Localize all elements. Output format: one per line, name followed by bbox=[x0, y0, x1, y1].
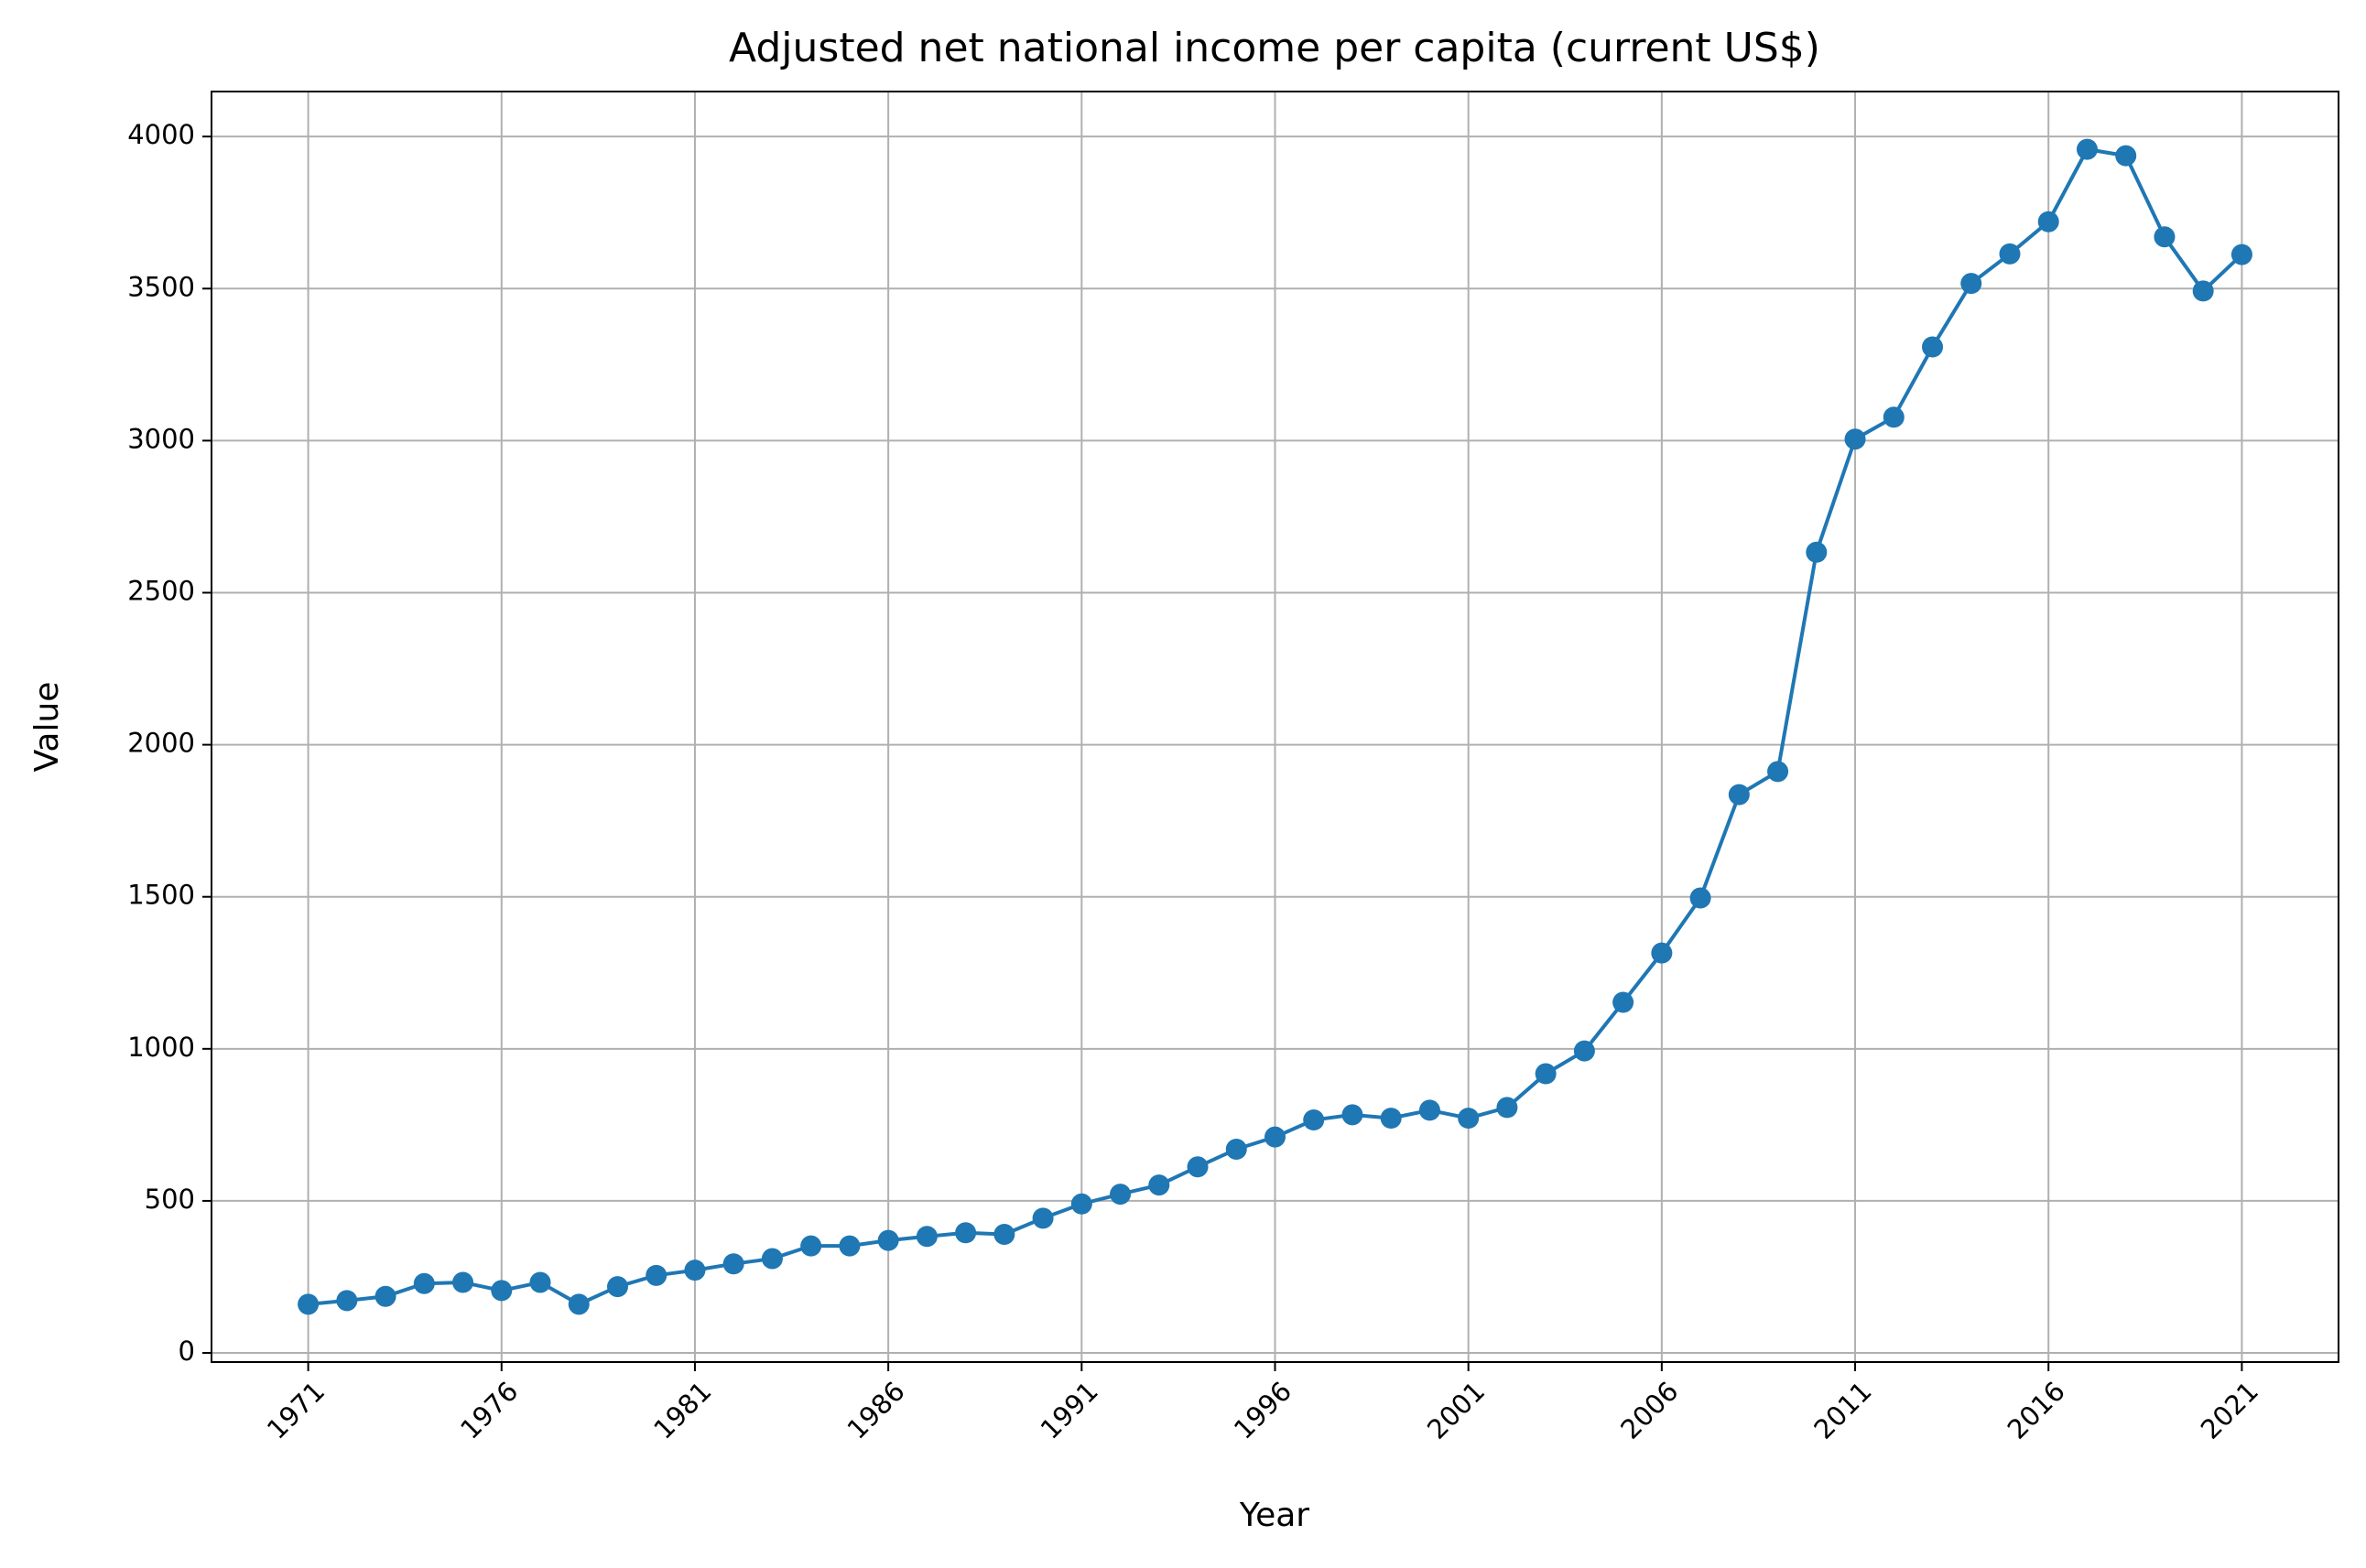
x-tick-label: 2011 bbox=[1807, 1376, 1877, 1445]
data-point bbox=[1535, 1063, 1557, 1085]
x-tick-label: 1971 bbox=[261, 1376, 331, 1445]
data-point bbox=[646, 1264, 667, 1286]
data-point bbox=[1380, 1108, 1402, 1130]
data-point bbox=[761, 1248, 783, 1270]
x-tick-label: 1996 bbox=[1228, 1376, 1297, 1445]
x-tick-label: 2016 bbox=[2002, 1376, 2071, 1445]
data-point bbox=[2192, 280, 2214, 302]
data-point bbox=[1728, 784, 1750, 806]
data-point bbox=[1844, 428, 1866, 450]
data-point bbox=[1070, 1193, 1092, 1215]
x-tick-label: 1991 bbox=[1035, 1376, 1104, 1445]
data-point bbox=[1264, 1126, 1286, 1148]
data-point bbox=[1303, 1109, 1325, 1131]
data-point bbox=[374, 1285, 396, 1307]
data-point bbox=[2115, 145, 2137, 167]
y-tick-label: 1000 bbox=[127, 1032, 195, 1063]
data-point bbox=[722, 1253, 744, 1275]
data-point bbox=[298, 1293, 320, 1315]
data-point bbox=[1032, 1207, 1054, 1229]
chart-title: Adjusted net national income per capita … bbox=[729, 25, 1820, 71]
x-tick-label: 1976 bbox=[454, 1376, 524, 1445]
data-point bbox=[839, 1235, 861, 1257]
data-point bbox=[877, 1229, 899, 1251]
data-point bbox=[1806, 541, 1828, 563]
data-point bbox=[916, 1226, 938, 1248]
x-tick-label: 1981 bbox=[647, 1376, 717, 1445]
x-tick-label: 2001 bbox=[1421, 1376, 1491, 1445]
x-tick-label: 2021 bbox=[2195, 1376, 2264, 1445]
data-point bbox=[452, 1271, 474, 1293]
y-tick-label: 2000 bbox=[127, 728, 195, 759]
data-point bbox=[529, 1271, 551, 1293]
data-point bbox=[684, 1260, 706, 1281]
y-axis-label: Value bbox=[28, 682, 66, 773]
data-point bbox=[1110, 1184, 1132, 1206]
data-point bbox=[1689, 887, 1711, 909]
data-point bbox=[1341, 1104, 1363, 1126]
data-point bbox=[1225, 1138, 1247, 1160]
x-tick-label: 2006 bbox=[1614, 1376, 1684, 1445]
data-point bbox=[1883, 406, 1905, 428]
data-point bbox=[800, 1235, 822, 1257]
y-tick-label: 2500 bbox=[127, 575, 195, 606]
y-tick-label: 4000 bbox=[127, 119, 195, 150]
data-point bbox=[2154, 226, 2176, 248]
data-point bbox=[1496, 1097, 1518, 1119]
data-point bbox=[568, 1293, 590, 1315]
data-point bbox=[2037, 211, 2059, 232]
y-tick-label: 3000 bbox=[127, 423, 195, 454]
x-tick-label: 1986 bbox=[841, 1376, 911, 1445]
data-point bbox=[336, 1290, 358, 1312]
data-point bbox=[2076, 138, 2098, 160]
y-tick-label: 500 bbox=[145, 1184, 195, 1215]
x-axis-label: Year bbox=[1239, 1497, 1309, 1534]
data-point bbox=[606, 1276, 628, 1298]
data-point bbox=[1458, 1108, 1480, 1130]
data-point bbox=[1651, 942, 1673, 964]
data-point bbox=[1187, 1156, 1209, 1178]
data-point bbox=[1922, 336, 1944, 358]
plot-frame bbox=[211, 91, 2339, 1363]
data-point bbox=[1418, 1099, 1440, 1121]
data-point bbox=[993, 1223, 1015, 1245]
data-point bbox=[1148, 1174, 1170, 1196]
data-point bbox=[2230, 243, 2252, 265]
data-point bbox=[491, 1280, 513, 1302]
data-point bbox=[1573, 1040, 1595, 1062]
data-point bbox=[1612, 991, 1634, 1013]
data-point bbox=[1767, 761, 1789, 783]
data-point bbox=[1999, 243, 2021, 265]
y-tick-label: 1500 bbox=[127, 880, 195, 911]
data-point bbox=[413, 1272, 435, 1294]
y-tick-label: 0 bbox=[179, 1336, 195, 1367]
data-point bbox=[1960, 273, 1982, 295]
data-point bbox=[955, 1222, 977, 1244]
y-tick-label: 3500 bbox=[127, 271, 195, 302]
